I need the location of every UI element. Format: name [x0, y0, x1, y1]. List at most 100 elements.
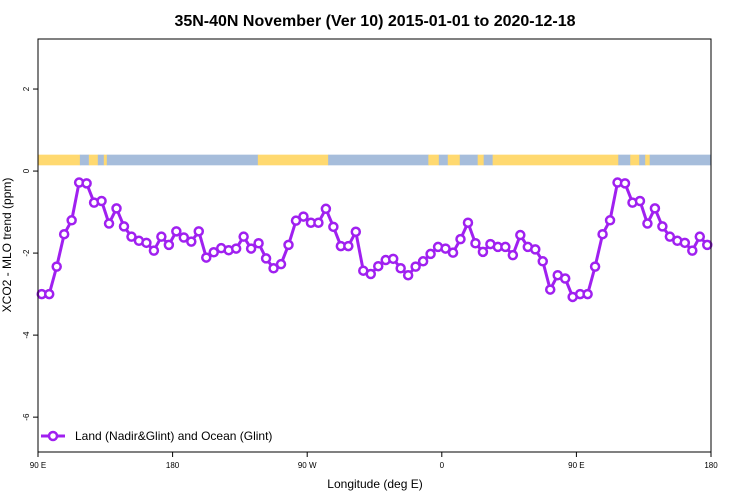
data-point — [657, 221, 668, 232]
data-point — [275, 258, 287, 270]
data-point — [597, 228, 608, 240]
x-axis-label: Longitude (deg E) — [327, 477, 422, 491]
data-point — [201, 252, 212, 263]
data-point — [417, 256, 429, 267]
data-point — [328, 221, 339, 233]
data-point — [245, 243, 257, 254]
data-point — [290, 215, 302, 226]
data-point — [230, 243, 242, 254]
data-point — [193, 226, 205, 237]
data-point — [320, 203, 332, 215]
data-point — [148, 245, 160, 256]
data-point — [283, 239, 294, 251]
data-point — [66, 215, 77, 226]
data-point — [350, 226, 362, 238]
data-point — [462, 217, 474, 228]
data-point — [365, 268, 377, 280]
band-segment-ocean — [97, 154, 105, 166]
band-segment-ocean — [649, 154, 712, 166]
data-point — [260, 253, 272, 264]
x-axis: 90 E 180 90 W 0 90 E 180 — [30, 452, 718, 470]
data-point — [118, 221, 130, 232]
legend-label: Land (Nadir&Glint) and Ocean (Glint) — [75, 429, 272, 443]
band-segment-land — [477, 154, 485, 166]
data-point — [156, 231, 167, 242]
data-point — [395, 263, 406, 274]
data-point — [171, 226, 182, 237]
x-tick-label: 90 E — [568, 461, 584, 470]
band-segment-ocean — [618, 154, 631, 166]
data-point — [126, 231, 137, 242]
band-segment-land — [88, 154, 99, 166]
data-point — [410, 261, 421, 272]
y-axis-label: XCO2 - MLO trend (ppm) — [0, 178, 14, 313]
band-segment-land — [257, 154, 329, 166]
data-point — [343, 240, 354, 252]
chart-title: 35N-40N November (Ver 10) 2015-01-01 to … — [174, 13, 575, 30]
data-point — [111, 203, 122, 214]
band-segment-land — [630, 154, 640, 166]
data-point — [298, 211, 309, 222]
band-segment-land — [492, 154, 619, 166]
legend: Land (Nadir&Glint) and Ocean (Glint) — [41, 429, 272, 443]
band-segment-land — [447, 154, 461, 166]
band-segment-ocean — [438, 154, 449, 166]
data-point — [634, 195, 646, 207]
data-point — [440, 243, 451, 254]
data-point — [387, 253, 399, 265]
legend-marker — [47, 430, 59, 442]
data-point — [163, 239, 175, 251]
data-point — [544, 284, 556, 295]
x-tick-label: 180 — [704, 461, 718, 470]
x-tick-label: 90 E — [30, 461, 46, 470]
data-point — [537, 256, 548, 267]
data-point — [582, 288, 593, 300]
data-point — [500, 241, 511, 253]
y-axis: 2 0 -2 -4 -6 — [22, 86, 38, 421]
series-layer — [36, 177, 713, 303]
data-point — [530, 244, 541, 255]
data-point — [447, 247, 459, 258]
plot-frame — [37, 38, 712, 453]
data-point — [589, 261, 601, 272]
data-point — [559, 273, 571, 284]
data-point — [455, 233, 466, 245]
band-segment-ocean — [459, 154, 479, 166]
band-segment-land — [428, 154, 440, 166]
data-point — [664, 231, 676, 242]
data-point — [372, 260, 384, 272]
data-point — [619, 178, 631, 189]
data-point — [313, 217, 324, 228]
data-point — [96, 195, 107, 207]
data-point — [702, 239, 713, 251]
data-point — [43, 288, 55, 300]
data-point — [51, 261, 62, 272]
data-point — [687, 245, 698, 256]
x-tick-label: 180 — [166, 461, 180, 470]
data-point — [649, 203, 661, 214]
band-segment-ocean — [79, 154, 90, 166]
data-point — [268, 263, 279, 274]
band-segment-ocean — [639, 154, 646, 166]
y-tick-label: -2 — [22, 249, 31, 257]
band-segment-land — [38, 154, 81, 166]
land-ocean-band — [38, 154, 712, 166]
y-tick-label: 0 — [22, 168, 31, 173]
band-segment-ocean — [106, 154, 259, 166]
data-point — [253, 237, 264, 249]
data-point — [141, 237, 152, 249]
data-point — [402, 269, 414, 281]
data-point — [58, 228, 70, 240]
data-point — [178, 232, 190, 243]
data-point — [694, 231, 706, 242]
x-tick-label: 0 — [440, 461, 445, 470]
band-segment-land — [645, 154, 651, 166]
data-point — [642, 218, 653, 229]
data-point — [186, 236, 197, 247]
data-point — [425, 248, 436, 260]
data-point — [507, 249, 519, 261]
data-point — [81, 178, 92, 189]
data-point — [515, 229, 526, 241]
data-point — [604, 215, 616, 226]
